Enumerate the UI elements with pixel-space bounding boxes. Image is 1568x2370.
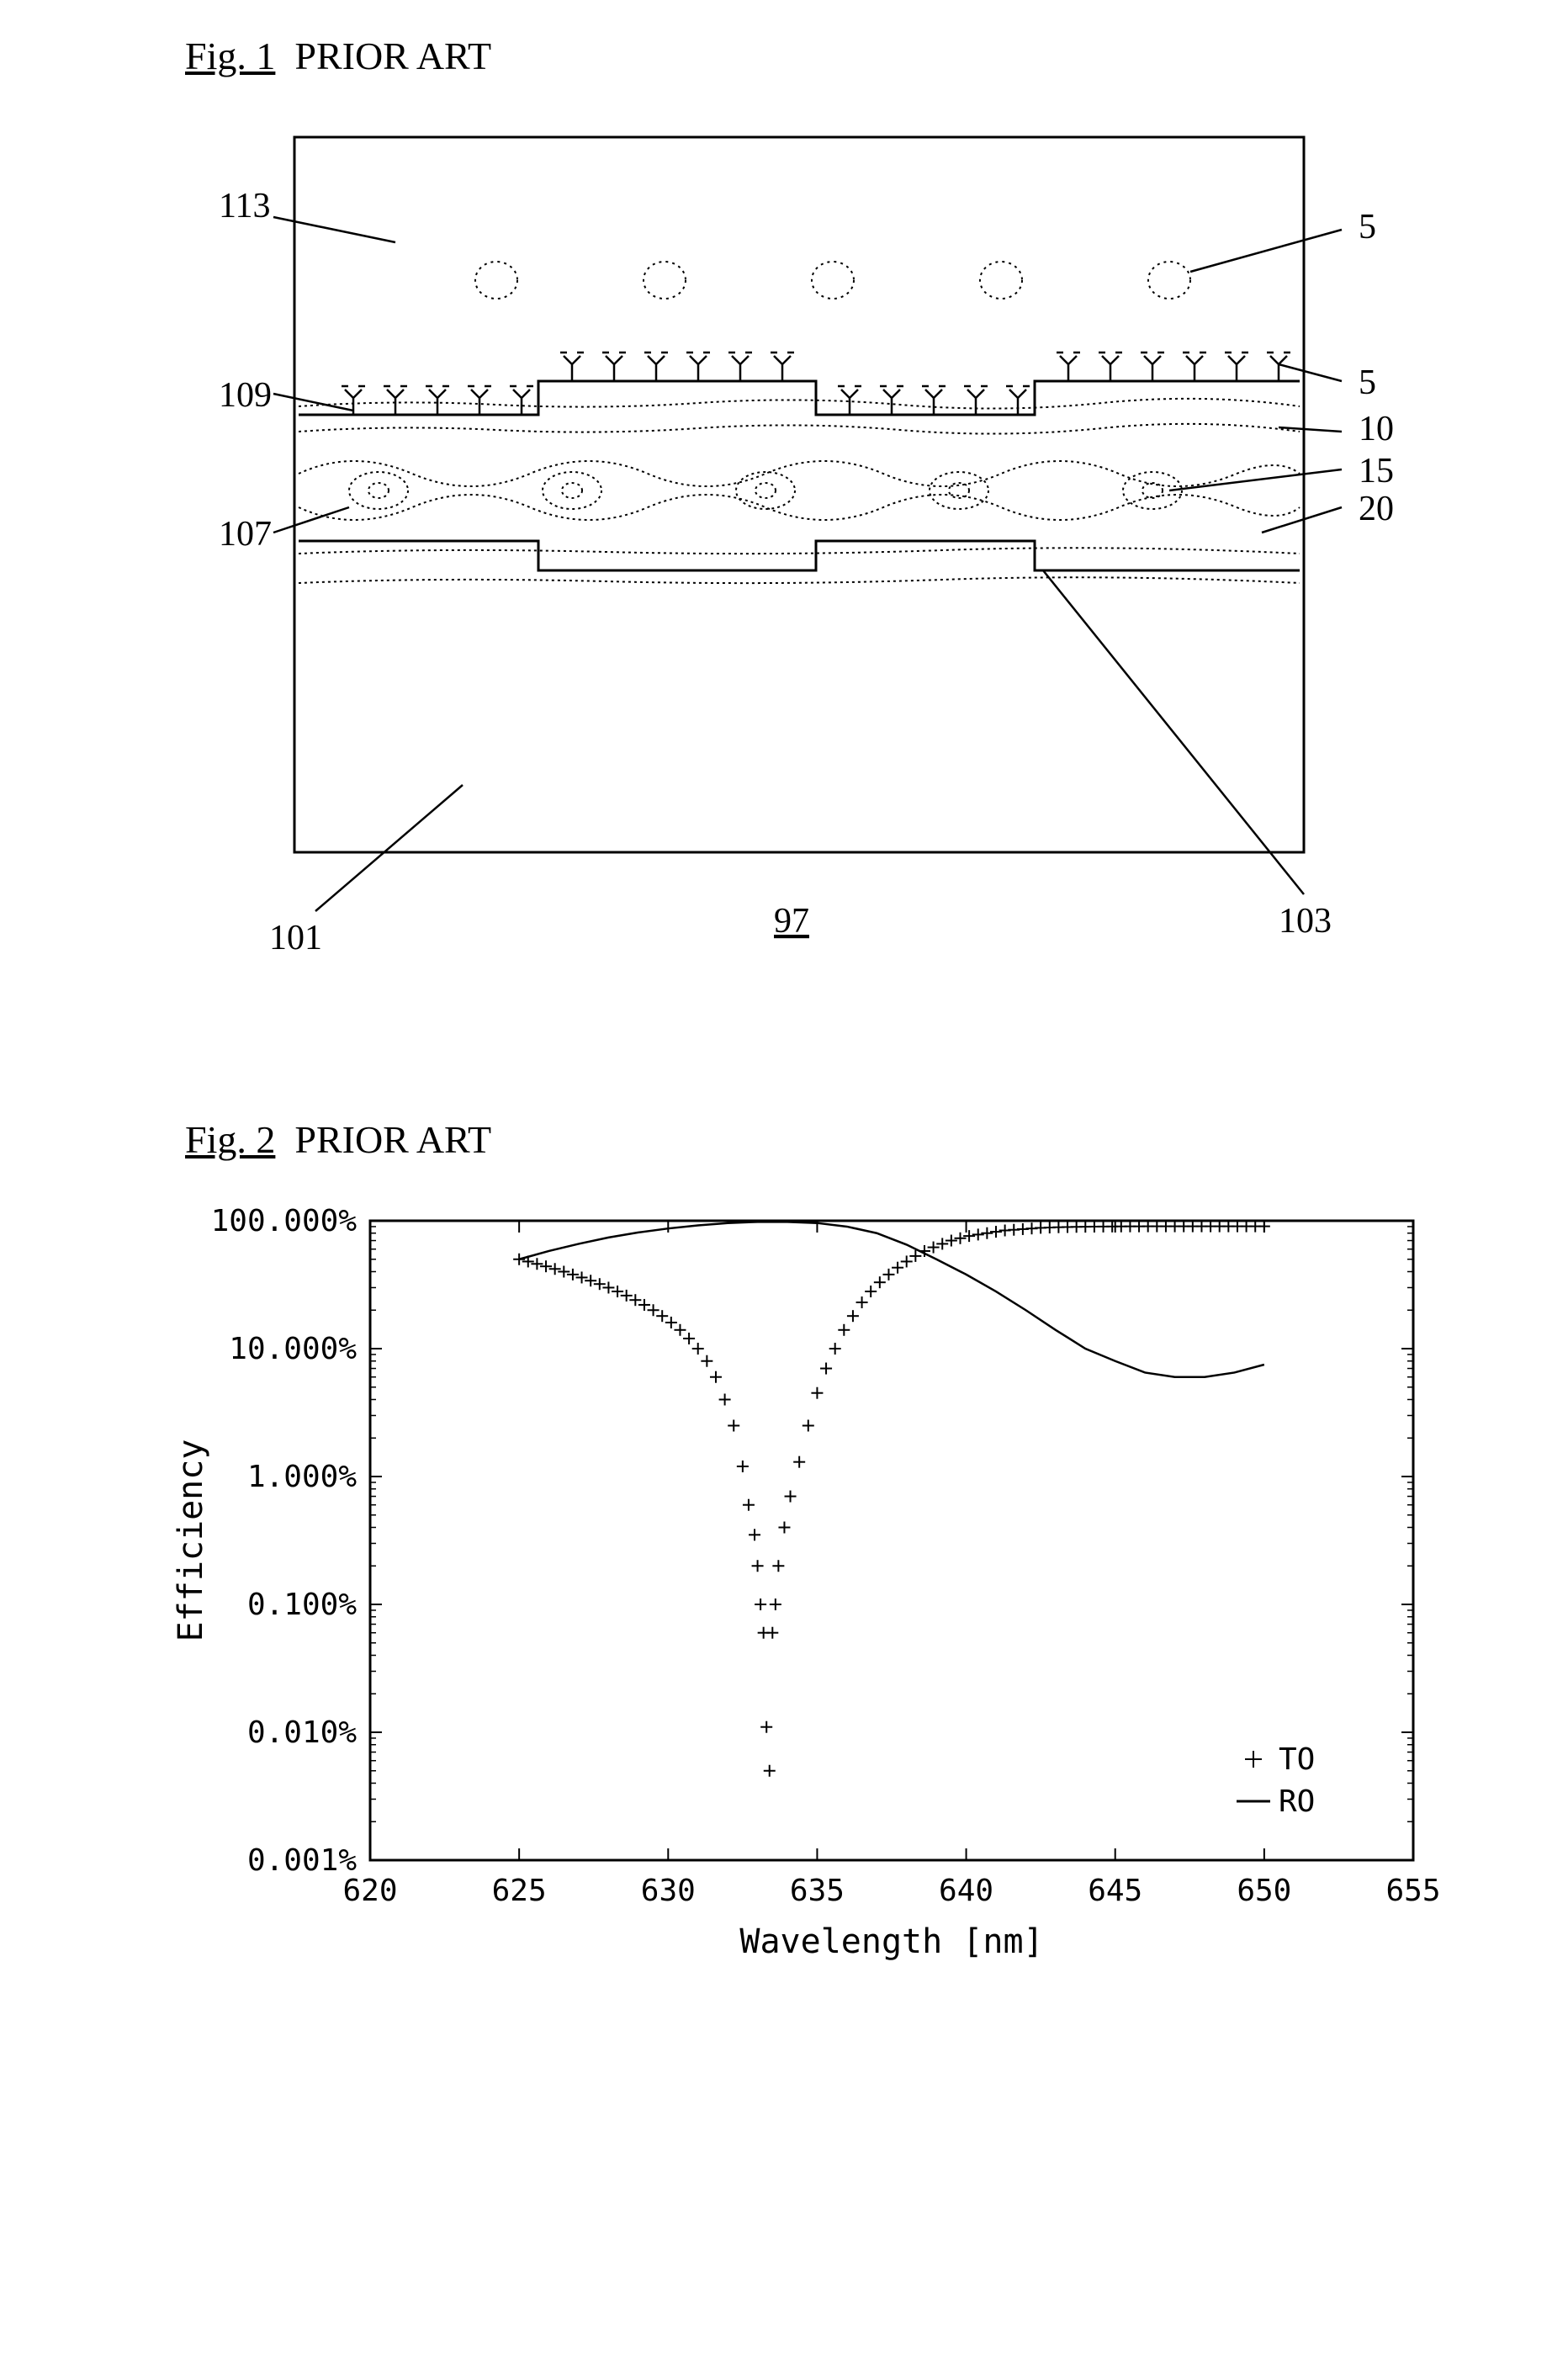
callout-10: 10 (1359, 410, 1394, 448)
figure-2: Fig. 2 PRIOR ART 0.001% 0.010% 0.100% 1.000… (34, 1117, 1534, 1999)
svg-text:0.010%: 0.010% (247, 1715, 357, 1750)
callout-109: 109 (219, 376, 272, 415)
callout-5a: 5 (1359, 208, 1376, 247)
callout-107: 107 (219, 515, 272, 554)
callout-5b: 5 (1359, 363, 1376, 402)
svg-text:630: 630 (641, 1874, 696, 1908)
figure-1: Fig. 1 PRIOR ART (34, 34, 1534, 1016)
callout-97: 97 (774, 902, 809, 941)
svg-text:10.000%: 10.000% (229, 1332, 357, 1366)
fig1-title: Fig. 1 PRIOR ART (185, 34, 1534, 78)
fig2-title: Fig. 2 PRIOR ART (185, 1117, 1534, 1162)
fig1-diagram: 113 109 107 101 5 5 10 15 20 103 97 (185, 103, 1430, 1016)
svg-text:625: 625 (492, 1874, 547, 1908)
callout-113: 113 (219, 187, 270, 225)
svg-text:620: 620 (342, 1874, 397, 1908)
svg-text:Efficiency: Efficiency (172, 1439, 210, 1642)
svg-text:100.000%: 100.000% (211, 1204, 358, 1238)
svg-text:655: 655 (1385, 1874, 1440, 1908)
svg-text:Wavelength [nm]: Wavelength [nm] (739, 1922, 1043, 1961)
svg-text:645: 645 (1088, 1874, 1142, 1908)
svg-text:RO: RO (1279, 1784, 1315, 1819)
callout-20: 20 (1359, 490, 1394, 528)
callout-103: 103 (1279, 902, 1332, 941)
svg-text:650: 650 (1237, 1874, 1291, 1908)
svg-text:640: 640 (939, 1874, 993, 1908)
svg-text:1.000%: 1.000% (247, 1460, 357, 1494)
svg-text:0.100%: 0.100% (247, 1588, 357, 1622)
callout-101: 101 (269, 919, 322, 957)
fig1-svg: 113 109 107 101 5 5 10 15 20 103 97 (185, 103, 1430, 1012)
fig2-svg: 0.001% 0.010% 0.100% 1.000% 10.000% 100.000% 6… (151, 1187, 1464, 1995)
fig2-chart: 0.001% 0.010% 0.100% 1.000% 10.000% 100.000% 6… (151, 1187, 1464, 1999)
callout-15: 15 (1359, 452, 1394, 490)
svg-text:TO: TO (1279, 1742, 1315, 1777)
svg-text:635: 635 (790, 1874, 845, 1908)
svg-text:0.001%: 0.001% (247, 1843, 357, 1878)
